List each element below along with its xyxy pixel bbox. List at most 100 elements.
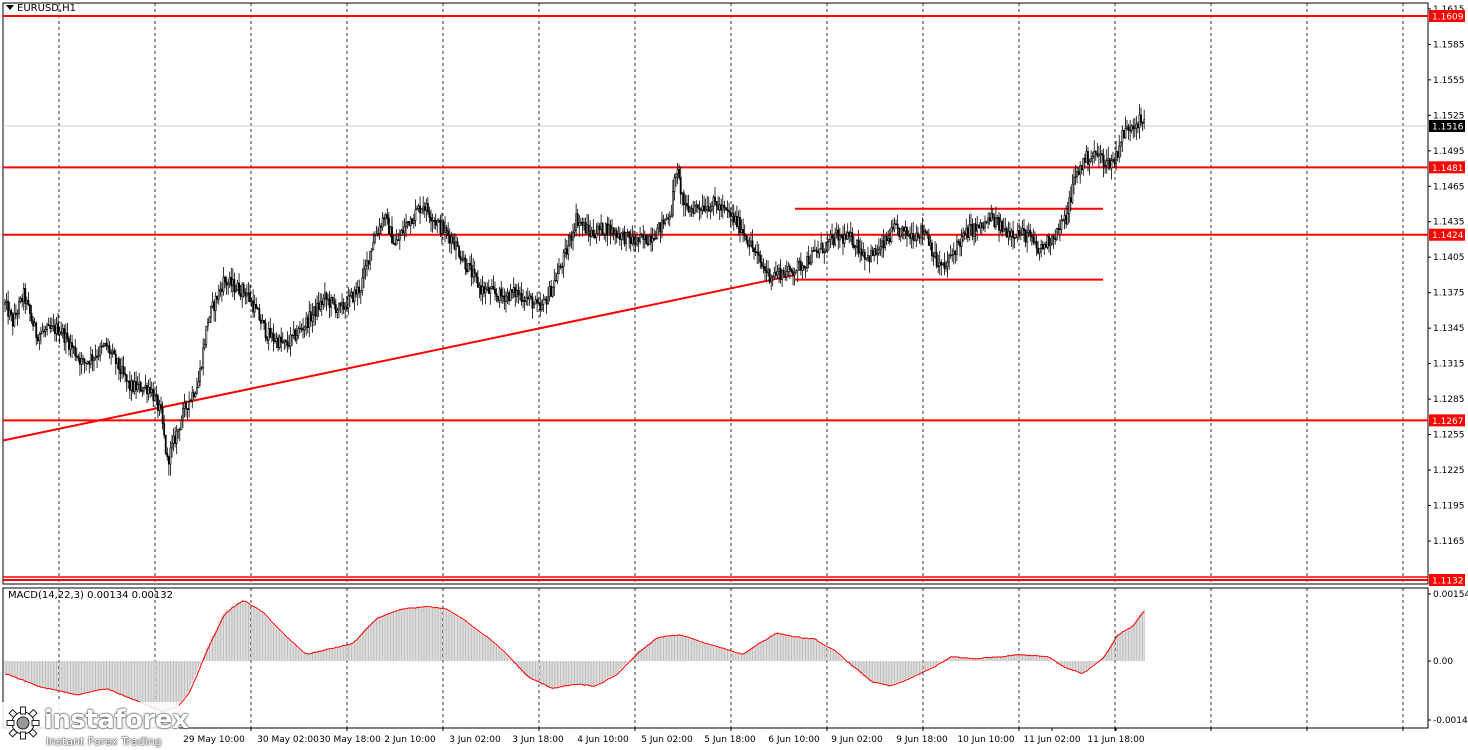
candle-body <box>756 251 759 254</box>
candle-body <box>681 192 684 195</box>
macd-bar <box>870 661 872 683</box>
candle-body <box>576 213 579 227</box>
candle-body <box>387 217 390 235</box>
macd-bar <box>759 641 761 661</box>
macd-bar <box>859 661 861 674</box>
macd-bar <box>761 641 763 661</box>
macd-bar <box>753 646 755 661</box>
candle-body <box>469 263 471 266</box>
candle-body <box>494 288 496 294</box>
candle-body <box>451 236 454 243</box>
macd-bar <box>599 661 601 683</box>
macd-bar <box>76 661 78 696</box>
macd-bar <box>820 643 822 661</box>
candle-body <box>19 297 22 302</box>
candle-body <box>317 302 320 310</box>
candle-body <box>774 271 777 276</box>
price-level-tag-bg <box>1429 574 1465 586</box>
macd-bar <box>218 622 220 661</box>
candle-body <box>608 224 610 236</box>
candle-body <box>74 346 77 357</box>
macd-bar <box>380 616 382 661</box>
time-axis-label: 4 Jun 10:00 <box>577 735 629 745</box>
candle-body <box>22 288 25 302</box>
macd-bar <box>708 644 710 661</box>
macd-bar <box>936 661 938 665</box>
candle-body <box>906 226 908 236</box>
candle-body <box>10 310 13 315</box>
macd-bar <box>377 616 379 661</box>
candle-body <box>537 302 540 304</box>
candle-body <box>773 271 776 277</box>
macd-bar <box>717 646 719 661</box>
macd-bar <box>346 645 348 661</box>
macd-bar <box>369 624 371 661</box>
macd-bar <box>873 661 875 684</box>
candle-body <box>732 213 735 223</box>
macd-bar <box>286 639 289 661</box>
macd-bar <box>614 661 616 675</box>
macd-bar <box>730 650 732 661</box>
candle-body <box>25 299 28 305</box>
macd-bar <box>297 648 299 661</box>
candle-body <box>172 435 175 444</box>
macd-bar <box>975 658 977 661</box>
macd-bar <box>815 640 818 661</box>
candle-body <box>593 235 596 239</box>
macd-bar <box>825 647 827 661</box>
candle-body <box>99 345 102 356</box>
dropdown-triangle-icon[interactable] <box>6 5 14 10</box>
candle-body <box>270 332 273 338</box>
macd-bar <box>881 661 883 685</box>
macd-bar <box>1067 661 1069 670</box>
macd-bar <box>394 610 396 661</box>
macd-bar <box>918 661 921 674</box>
candle-body <box>147 386 150 395</box>
macd-bar <box>336 646 338 661</box>
macd-bar <box>695 640 697 661</box>
candle-body <box>7 300 10 317</box>
macd-bar <box>190 661 192 686</box>
macd-bar <box>179 661 181 703</box>
macd-bar <box>564 661 566 686</box>
macd-bar <box>1015 655 1017 661</box>
candle-body <box>83 359 86 364</box>
macd-bar <box>475 630 477 661</box>
macd-bar <box>389 612 391 661</box>
macd-bar <box>550 661 552 689</box>
candle-body <box>639 234 642 242</box>
macd-bar <box>581 661 583 685</box>
macd-bar <box>363 629 365 661</box>
macd-bar <box>27 661 29 683</box>
candle-body <box>93 357 95 361</box>
macd-bar <box>505 654 507 661</box>
candle-body <box>339 302 342 306</box>
candle-body <box>327 298 329 301</box>
price-tick-label: 1.1465 <box>1433 182 1465 192</box>
macd-bar <box>723 648 725 661</box>
macd-signal-line <box>4 600 1145 712</box>
macd-bar <box>993 657 995 661</box>
candle-body <box>135 381 137 391</box>
candle-body <box>842 235 844 244</box>
candle-body <box>417 205 420 209</box>
macd-bar <box>428 607 431 661</box>
candle-body <box>601 222 604 235</box>
macd-bar <box>923 661 925 671</box>
candle-body <box>308 311 311 328</box>
candle-body <box>453 242 456 250</box>
candle-body <box>32 320 34 327</box>
macd-bar <box>804 638 807 661</box>
candle-body <box>423 206 426 211</box>
time-axis-label: 3 Jun 02:00 <box>449 735 501 745</box>
candle-body <box>946 261 949 268</box>
candle-body <box>916 232 919 238</box>
macd-bar <box>49 661 51 690</box>
macd-bar <box>597 661 599 684</box>
candle-body <box>227 283 230 286</box>
macd-bar <box>436 607 438 661</box>
candle-body <box>559 265 562 268</box>
macd-bar <box>591 661 593 687</box>
macd-bar <box>669 635 671 661</box>
macd-bar <box>520 661 523 672</box>
